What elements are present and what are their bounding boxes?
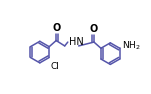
Text: NH$_2$: NH$_2$ <box>122 40 141 52</box>
Text: O: O <box>53 23 61 33</box>
Text: HN: HN <box>69 37 84 47</box>
Text: O: O <box>89 24 97 34</box>
Text: Cl: Cl <box>51 62 60 71</box>
